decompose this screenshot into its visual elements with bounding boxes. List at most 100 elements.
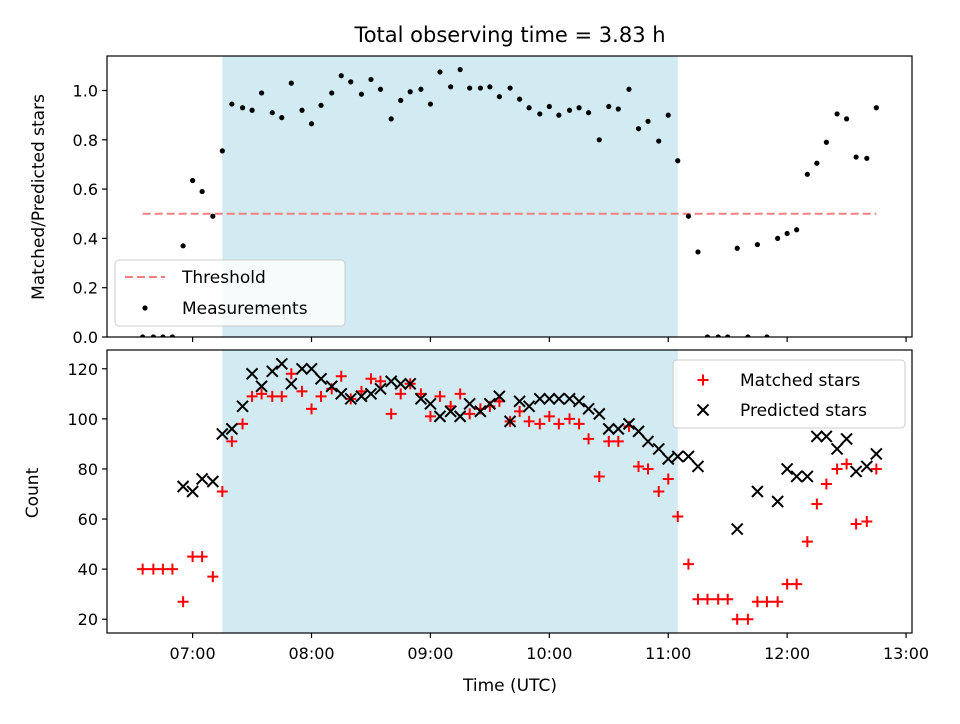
data-point xyxy=(176,480,190,493)
bottom-y-tick-label: 80 xyxy=(78,460,98,479)
data-point xyxy=(454,388,466,400)
data-point xyxy=(790,470,803,483)
data-point xyxy=(210,213,216,219)
data-point xyxy=(299,107,305,113)
data-point xyxy=(275,357,289,370)
data-point xyxy=(338,73,344,79)
data-point xyxy=(523,415,535,427)
data-point xyxy=(645,118,651,124)
data-point xyxy=(427,101,434,107)
data-point xyxy=(572,395,586,408)
data-point xyxy=(820,430,833,443)
legend-predicted-swatch xyxy=(696,403,710,417)
data-point xyxy=(279,115,285,121)
data-point xyxy=(433,410,447,423)
data-point xyxy=(395,388,407,400)
data-point xyxy=(841,458,853,470)
data-point xyxy=(513,395,526,408)
data-point xyxy=(483,397,497,411)
data-point xyxy=(407,89,413,95)
bottom-legend: Matched stars Predicted stars xyxy=(672,359,906,429)
data-point xyxy=(374,375,386,387)
data-point xyxy=(457,66,463,73)
data-point xyxy=(685,213,692,219)
data-point xyxy=(315,390,327,402)
data-point xyxy=(190,177,196,184)
data-point xyxy=(434,390,446,402)
data-point xyxy=(864,155,870,161)
data-point xyxy=(745,334,751,337)
data-point xyxy=(695,249,701,255)
data-point xyxy=(823,139,829,145)
data-point xyxy=(712,593,724,605)
data-point xyxy=(187,551,199,563)
data-point xyxy=(384,375,398,388)
data-point xyxy=(306,403,318,415)
top-data xyxy=(140,66,879,337)
data-point xyxy=(394,377,407,391)
data-point xyxy=(583,433,595,445)
data-point xyxy=(764,334,770,337)
top-frame xyxy=(106,55,913,338)
data-point xyxy=(781,578,793,590)
data-point xyxy=(665,112,671,118)
data-point xyxy=(236,400,249,413)
bottom-data xyxy=(137,357,883,625)
data-point xyxy=(603,435,615,447)
data-point xyxy=(285,368,297,380)
data-point xyxy=(464,408,476,420)
data-point xyxy=(652,442,665,456)
top-y-tick-label: 0.8 xyxy=(73,131,98,150)
data-point xyxy=(761,596,773,608)
data-point xyxy=(751,485,764,498)
data-point xyxy=(552,392,566,406)
data-point xyxy=(385,408,397,420)
data-point xyxy=(424,410,436,422)
top-panel: 0.0 0.2 0.4 0.6 0.8 1.0 Threshold Measurements xyxy=(73,55,913,347)
data-point xyxy=(784,230,790,237)
data-point xyxy=(596,137,602,143)
data-point xyxy=(237,418,249,430)
data-point xyxy=(834,111,840,117)
data-point xyxy=(295,362,309,375)
chart-title: Total observing time = 3.83 h xyxy=(353,23,665,47)
data-point xyxy=(853,154,859,160)
data-point xyxy=(556,112,562,118)
data-point xyxy=(840,432,853,446)
data-point xyxy=(585,110,592,116)
data-point xyxy=(775,235,781,242)
data-point xyxy=(225,422,239,436)
data-point xyxy=(308,121,315,127)
top-ylabel: Matched/Predicted stars xyxy=(29,94,49,300)
data-point xyxy=(801,470,814,483)
data-point xyxy=(216,427,229,441)
data-point xyxy=(692,593,704,605)
data-point xyxy=(276,390,288,402)
data-point xyxy=(772,596,784,608)
legend-matched-label: Matched stars xyxy=(740,371,860,391)
data-point xyxy=(398,97,404,103)
data-point xyxy=(157,563,169,575)
data-point xyxy=(314,372,328,386)
data-point xyxy=(487,84,493,90)
data-point xyxy=(522,400,536,413)
data-point xyxy=(722,593,734,605)
bottom-y-tick-label: 40 xyxy=(78,560,98,579)
data-point xyxy=(691,460,705,473)
data-point xyxy=(814,160,820,166)
data-point xyxy=(771,495,784,508)
data-point xyxy=(226,435,238,447)
data-point xyxy=(180,243,186,249)
bottom-y-tick-label: 60 xyxy=(78,510,98,529)
data-point xyxy=(582,402,595,416)
data-point xyxy=(266,365,279,378)
data-point xyxy=(147,563,159,575)
data-point xyxy=(206,475,220,488)
x-tick-label: 09:00 xyxy=(407,644,453,663)
data-point xyxy=(305,362,318,375)
data-point xyxy=(831,463,843,475)
data-point xyxy=(256,388,268,400)
data-point xyxy=(414,392,428,406)
data-point xyxy=(239,105,246,111)
data-point xyxy=(364,387,378,401)
